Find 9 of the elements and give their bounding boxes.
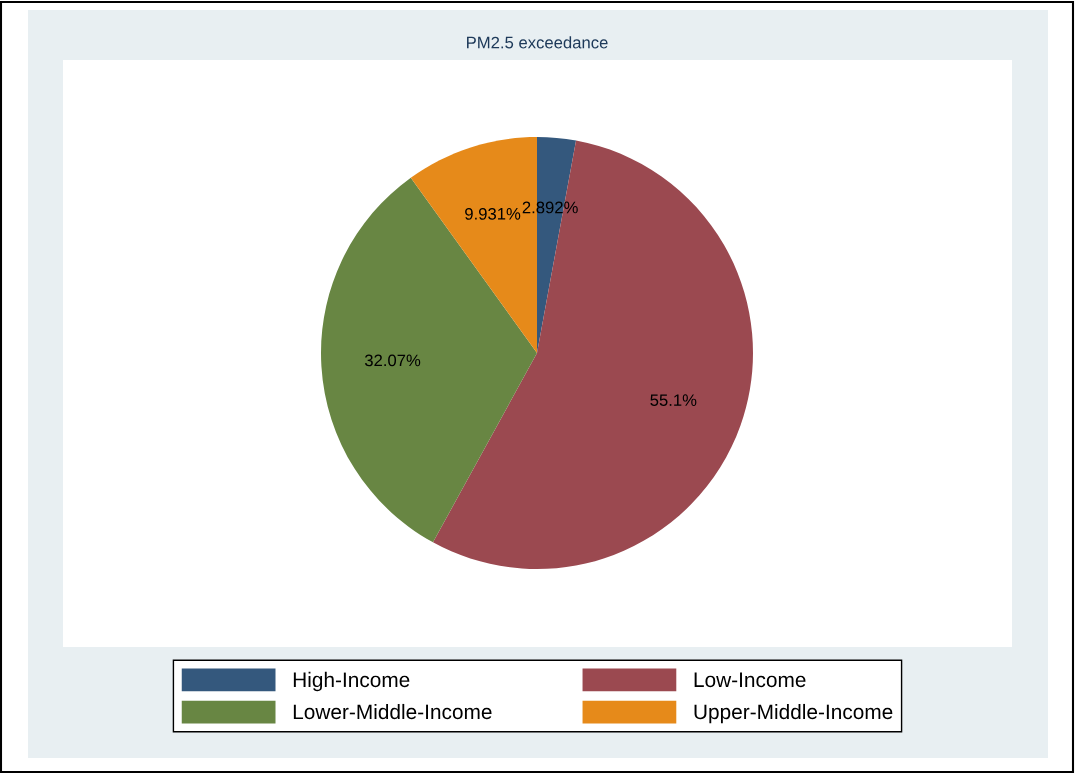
- pie-slice: [432, 140, 753, 569]
- legend-label: Upper-Middle-Income: [694, 703, 893, 724]
- data-label: 9.931%: [465, 207, 521, 220]
- legend-label: High-Income: [293, 671, 410, 692]
- legend-label: Low-Income: [694, 672, 806, 688]
- data-label: 55.1%: [650, 394, 697, 407]
- chart-title: PM2.5 exceedance: [467, 36, 608, 49]
- data-label: 32.07%: [364, 354, 421, 367]
- legend-label: Lower-Middle-Income: [293, 703, 492, 720]
